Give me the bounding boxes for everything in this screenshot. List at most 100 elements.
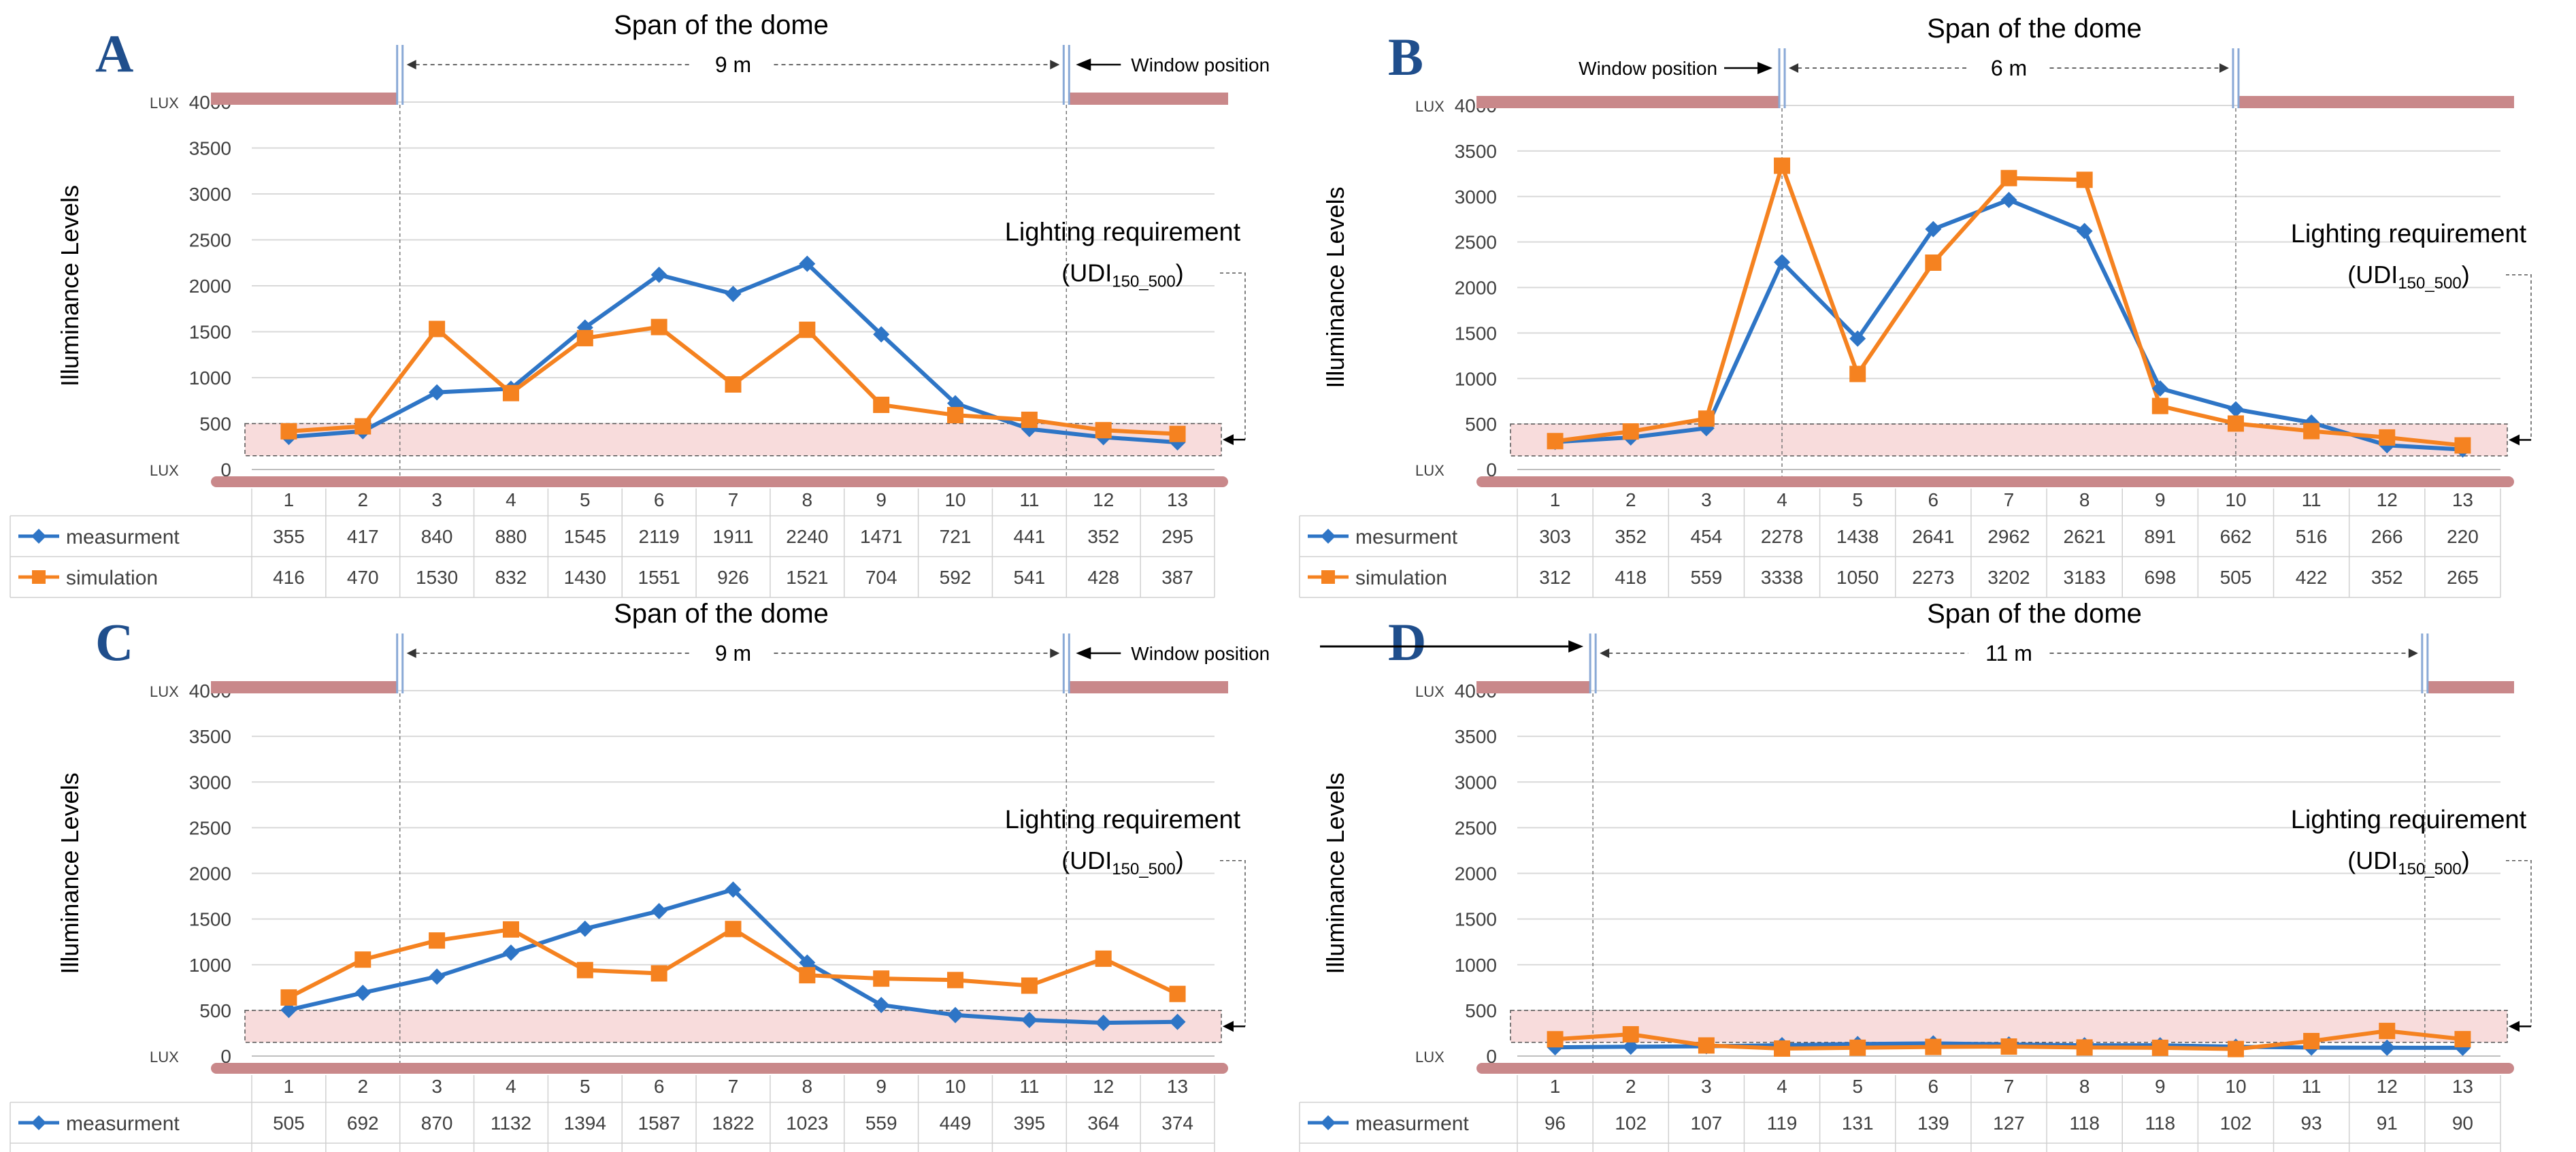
requirement-bracket (1220, 272, 1246, 440)
panel-letter: C (95, 612, 133, 672)
table-cell: 1587 (638, 1113, 680, 1134)
data-point-simulation (354, 951, 371, 968)
x-tick-label: 7 (728, 1076, 739, 1097)
data-point-simulation (873, 396, 890, 413)
y-tick-label: 500 (1465, 414, 1497, 435)
data-point-simulation (354, 418, 371, 435)
table-cell: 1911 (712, 526, 753, 547)
data-point-simulation (502, 921, 519, 938)
data-point-simulation (2227, 1040, 2244, 1057)
table-cell: 352 (2371, 567, 2403, 588)
y-tick-label: 1500 (189, 909, 231, 930)
table-cell: 1438 (1836, 526, 1879, 547)
data-point-measurement (725, 881, 742, 898)
requirement-arrow-head (2509, 1021, 2520, 1032)
table-cell: 127 (1993, 1113, 2025, 1134)
table-cell: 91 (2377, 1113, 2398, 1134)
y-tick-label: 3500 (1455, 726, 1497, 747)
data-point-simulation (799, 967, 816, 984)
x-tick-label: 5 (580, 1076, 591, 1097)
floor-bar (1476, 1063, 2514, 1074)
data-point-simulation (429, 932, 446, 949)
y-tick-label: 2000 (1455, 863, 1497, 885)
requirement-formula-index: 150_500 (2398, 274, 2461, 293)
table-cell: 93 (2301, 1113, 2322, 1134)
span-label: 9 m (715, 641, 751, 665)
x-tick-label: 1 (1550, 489, 1561, 510)
y-tick-label: 2500 (1455, 232, 1497, 253)
span-arrow-left (406, 648, 416, 658)
x-tick-label: 13 (1167, 489, 1188, 510)
data-point-simulation (2454, 437, 2471, 454)
table-cell: 880 (495, 526, 527, 547)
x-tick-label: 7 (728, 489, 739, 510)
data-point-simulation (1547, 1031, 1564, 1048)
chart-panel-d: D Span of the dome LUX 0 500 1000 1500 2000 2500… (1299, 599, 2532, 1152)
window-position-label: Window position (1131, 643, 1270, 664)
legend-marker-diamond (1321, 529, 1336, 544)
wall-right (2238, 96, 2514, 108)
data-point-measurement (2379, 1039, 2396, 1056)
requirement-formula-main: UDI (2356, 261, 2398, 289)
data-point-simulation (1698, 1037, 1715, 1054)
y-tick-label: 2000 (1455, 278, 1497, 299)
table-cell: 2273 (1912, 567, 1954, 588)
data-point-measurement (1169, 1013, 1186, 1030)
unit-label: LUX (1415, 683, 1444, 700)
table-cell: 96 (1545, 1113, 1566, 1134)
data-point-simulation (650, 965, 667, 982)
x-tick-label: 8 (2079, 489, 2090, 510)
requirement-arrow-head (2509, 434, 2520, 446)
requirement-arrow-head (1223, 1021, 1234, 1032)
data-point-simulation (2379, 429, 2396, 446)
data-point-measurement (1021, 1011, 1038, 1028)
chart-title: Span of the dome (1927, 599, 2142, 629)
table-cell: 374 (1161, 1113, 1193, 1134)
table-cell: 107 (1691, 1113, 1723, 1134)
y-tick-label: 2000 (189, 276, 231, 297)
requirement-formula-index: 150_500 (2398, 860, 2461, 878)
y-tick-label: 1500 (1455, 909, 1497, 930)
table-cell: 3338 (1761, 567, 1803, 588)
table-cell: 387 (1161, 567, 1193, 588)
x-tick-label: 1 (284, 489, 295, 510)
table-cell: 422 (2296, 567, 2328, 588)
y-tick-label: 1500 (1455, 323, 1497, 344)
table-cell: 559 (865, 1113, 897, 1134)
y-tick-label: 1000 (189, 955, 231, 976)
data-point-simulation (2000, 169, 2017, 186)
window-position-label: Window position (1131, 54, 1270, 76)
wall-right (1069, 681, 1228, 693)
y-tick-label: 1000 (1455, 368, 1497, 389)
legend-label: measurment (1355, 1113, 1469, 1135)
x-tick-label: 4 (1777, 489, 1787, 510)
data-point-measurement (280, 1002, 297, 1019)
legend-label: measurment (66, 526, 180, 548)
y-tick-label: 1500 (189, 322, 231, 343)
data-point-simulation (1021, 977, 1038, 994)
table-cell: 1521 (786, 567, 828, 588)
data-point-measurement (2151, 380, 2168, 397)
data-point-simulation (1849, 1039, 1866, 1056)
requirement-formula-index: 150_500 (1112, 272, 1175, 291)
table-cell: 1530 (416, 567, 458, 588)
requirement-formula-index: 150_500 (1112, 860, 1175, 878)
data-point-simulation (1849, 365, 1866, 382)
y-tick-label: 1000 (189, 367, 231, 389)
data-point-simulation (947, 972, 964, 989)
span-arrow-right (2408, 648, 2418, 658)
x-tick-label: 5 (580, 489, 591, 510)
data-point-measurement (354, 985, 371, 1002)
data-point-simulation (1774, 1040, 1791, 1057)
x-tick-label: 4 (1777, 1076, 1787, 1097)
data-point-simulation (280, 989, 297, 1006)
requirement-bracket (2506, 274, 2532, 440)
data-point-simulation (2151, 1039, 2168, 1056)
requirement-formula: (UDI150_500) (1061, 846, 1183, 878)
legend-marker-diamond (31, 1115, 46, 1130)
data-point-simulation (576, 961, 593, 978)
data-point-simulation (1925, 254, 1942, 271)
table-cell: 352 (1615, 526, 1647, 547)
y-tick-label: 3000 (1455, 186, 1497, 208)
data-point-measurement (2076, 223, 2093, 240)
